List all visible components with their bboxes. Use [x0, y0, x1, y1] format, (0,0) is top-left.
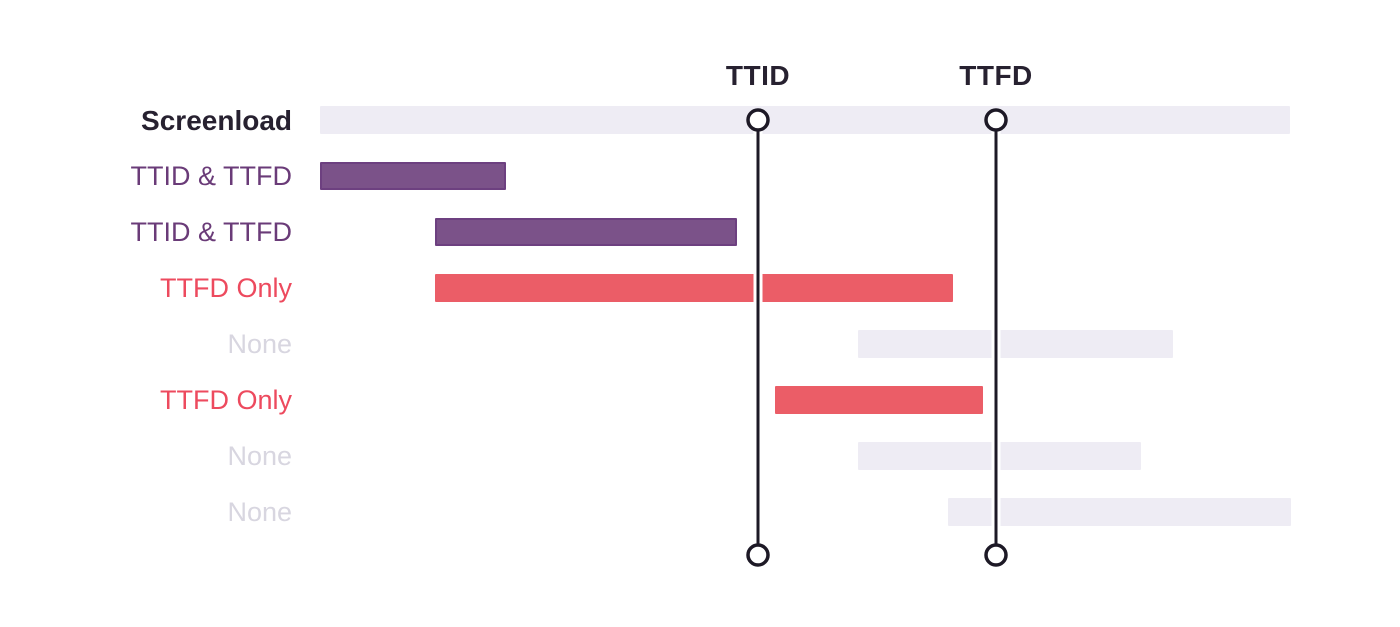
ttid-ttfd-bar-1 — [320, 162, 506, 190]
ttfd-bottom-circle — [984, 543, 1008, 567]
row-label-none-1: None — [227, 329, 292, 359]
row-label-ttid-ttfd-2: TTID & TTFD — [130, 217, 293, 247]
ttfd-marker-label: TTFD — [959, 60, 1033, 91]
row-label-screenload: Screenload — [141, 105, 292, 136]
row-label-ttfd-only-2: TTFD Only — [160, 385, 292, 415]
none-bar-2 — [858, 442, 1141, 470]
screenload-bar — [320, 106, 1290, 134]
row-label-none-3: None — [227, 497, 292, 527]
ttid-bottom-circle — [746, 543, 770, 567]
row-label-ttid-ttfd-1: TTID & TTFD — [130, 161, 293, 191]
ttid-ttfd-bar-2 — [435, 218, 737, 246]
none-bar-1 — [858, 330, 1173, 358]
ttfd-only-bar-1 — [435, 274, 953, 302]
ttfd-only-bar-2 — [775, 386, 983, 414]
row-label-none-2: None — [227, 441, 292, 471]
none-bar-3 — [948, 498, 1291, 526]
ttid-marker-label: TTID — [725, 60, 791, 91]
row-label-ttfd-only-1: TTFD Only — [160, 273, 292, 303]
